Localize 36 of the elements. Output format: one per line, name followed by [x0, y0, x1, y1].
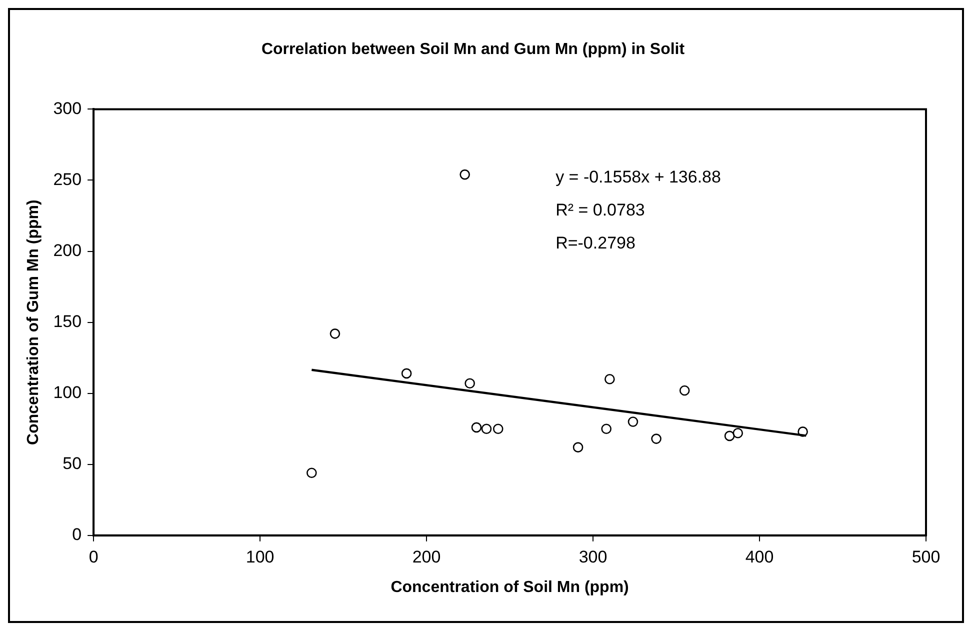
x-tick-label: 500	[912, 547, 940, 566]
y-axis-title: Concentration of Gum Mn (ppm)	[25, 200, 42, 445]
point	[679, 385, 690, 396]
y-tick-label: 150	[53, 312, 82, 331]
annotation: R=-0.2798	[556, 233, 636, 252]
point	[492, 424, 504, 434]
annotation: R² = 0.0783	[556, 200, 645, 220]
y-tick-label: 100	[53, 383, 82, 402]
point	[306, 468, 317, 478]
y-tick-label: 0	[72, 525, 82, 544]
point	[651, 434, 662, 444]
x-tick-label: 100	[246, 547, 274, 566]
point	[471, 422, 482, 433]
y-tick-label: 50	[62, 454, 82, 474]
y-tick-label: 250	[53, 170, 82, 189]
point	[798, 426, 808, 437]
point	[401, 368, 412, 379]
point	[330, 328, 340, 339]
point	[572, 442, 584, 452]
point	[628, 416, 638, 427]
x-tick-label: 200	[412, 547, 441, 566]
x-tick-label: 400	[745, 547, 774, 566]
y-tick-label: 200	[53, 240, 82, 260]
point	[460, 169, 470, 180]
point	[464, 378, 475, 389]
point	[604, 374, 615, 384]
point	[732, 428, 744, 438]
point	[601, 424, 612, 434]
x-axis-title: Concentration of Soil Mn (ppm)	[390, 578, 629, 596]
chart-title: Correlation between Soil Mn and Gum Mn (ppm) in Solit	[261, 41, 686, 58]
x-tick-label: 300	[578, 547, 608, 566]
y-tick-label: 300	[53, 98, 82, 118]
point	[481, 424, 492, 434]
point	[724, 430, 735, 442]
x-tick-label: 0	[88, 547, 98, 566]
annotation: y = -0.1558x + 136.88	[556, 167, 721, 186]
